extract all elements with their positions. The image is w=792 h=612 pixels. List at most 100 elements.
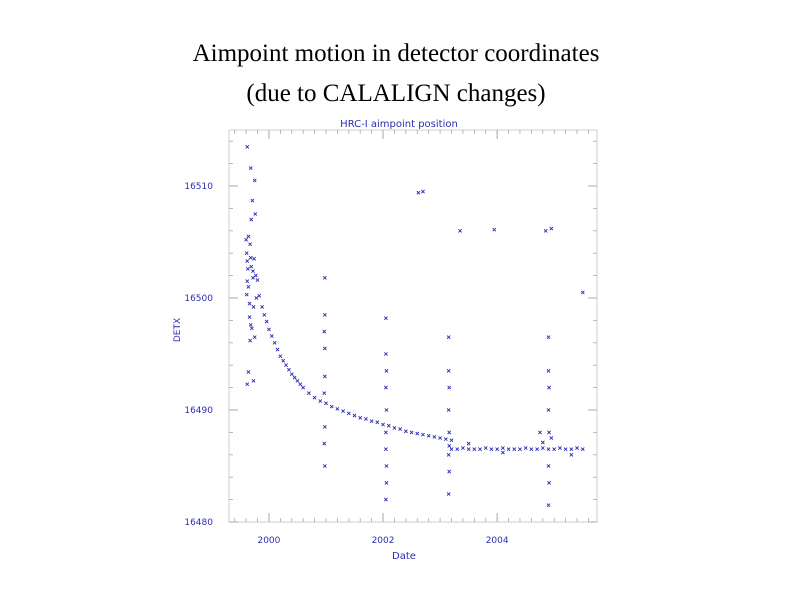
data-point [322,346,327,351]
data-point [324,401,328,406]
data-point [252,256,257,261]
x-tick-label: 2004 [486,536,509,546]
data-point [249,264,254,269]
data-point [252,178,257,183]
data-point [446,492,451,496]
data-point [421,189,425,194]
data-point [546,447,551,452]
data-point [352,413,357,418]
data-point [318,399,323,403]
data-point [245,279,250,284]
data-point [245,259,250,263]
major-ticks [229,130,597,523]
data-point [512,447,517,452]
data-point [295,378,300,383]
data-point [446,368,451,373]
data-point [403,429,408,434]
data-point [449,438,454,443]
data-point [500,450,505,455]
y-tick-label: 16490 [184,406,213,416]
data-point [483,446,488,450]
data-point [569,452,574,457]
data-point [322,464,327,468]
data-point [495,447,500,452]
data-point [569,447,574,452]
data-point [306,391,311,396]
data-point [549,436,554,440]
data-point [489,447,494,452]
data-point [472,447,477,452]
data-point [251,378,256,383]
data-point [384,464,389,468]
slide-title-line1: Aimpoint motion in detector coordinates [192,40,600,67]
data-point [547,385,551,390]
data-point [329,404,334,409]
data-point [251,305,256,309]
data-point [253,212,258,216]
data-point [245,382,250,387]
data-point [383,316,388,321]
data-point [322,391,327,396]
data-point [540,440,545,445]
data-point [547,430,551,435]
data-point [292,375,297,380]
data-point [392,426,397,430]
data-point [322,275,327,280]
data-point [264,319,269,324]
data-point [540,446,545,450]
data-point [580,290,585,295]
data-point [335,406,340,411]
data-point [529,447,534,452]
data-point [246,234,251,239]
data-point [458,228,462,233]
x-tick-label: 2002 [372,536,395,546]
data-point [557,446,562,450]
data-point [381,422,385,427]
data-point [250,198,255,203]
data-point [247,315,252,319]
slide-title-line2: (due to CALALIGN changes) [246,80,546,107]
data-point [244,251,249,256]
data-point [446,452,451,457]
data-point [447,430,452,435]
data-point [252,335,257,340]
data-point [248,255,253,260]
x-tick-label: 2000 [257,536,280,546]
data-point [438,436,443,440]
data-point [466,441,471,446]
data-point [575,446,579,450]
data-point [580,447,585,452]
data-point [246,284,251,289]
data-point [546,503,551,508]
data-point [563,447,568,452]
data-point [269,334,274,338]
data-point [322,441,327,446]
data-point [272,340,277,345]
data-point [466,447,471,452]
data-point [286,367,291,372]
data-point [455,447,460,452]
data-point [426,433,431,438]
data-point [384,480,389,485]
data-point [447,443,452,448]
data-point [500,446,505,450]
data-point [447,469,452,474]
data-point [421,432,425,437]
data-point [386,423,391,428]
y-tick-label: 16510 [184,182,213,192]
x-axis-label: Date [392,551,416,562]
data-point [546,408,551,412]
data-point [546,464,551,468]
data-point [244,237,249,242]
data-point [443,437,448,442]
data-point [383,497,388,502]
y-tick-label: 16500 [184,294,213,304]
data-point [260,305,265,309]
data-point [523,446,528,450]
data-point [384,368,389,373]
data-point [322,312,327,317]
data-point [322,424,327,429]
data-point [281,358,286,363]
data-point [547,480,551,485]
